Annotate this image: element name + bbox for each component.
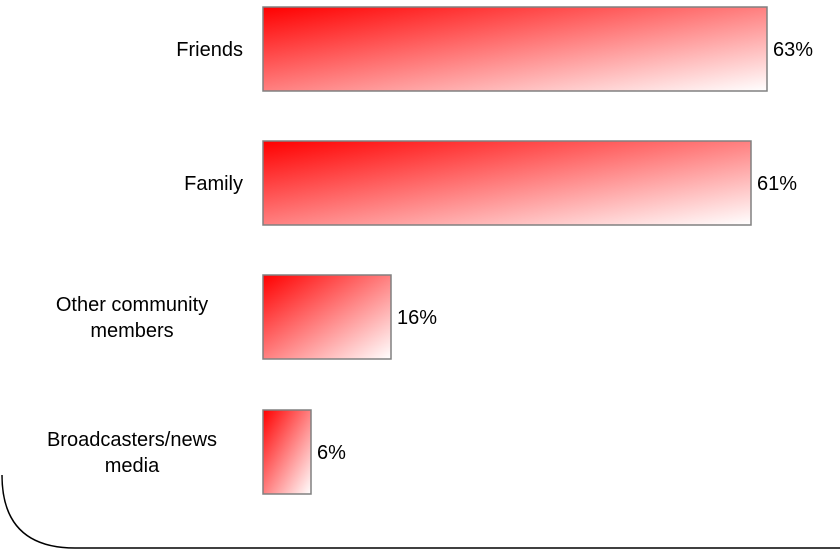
category-label-3: Broadcasters/news media (47, 429, 217, 477)
category-label-line: Other community (56, 294, 208, 316)
category-label-line: members (90, 320, 173, 342)
category-label-line: media (105, 455, 160, 477)
bar-0 (262, 6, 768, 92)
bar-1 (262, 140, 752, 226)
bars-layer: 63% Friends 61% Family 16% Other community mem… (47, 6, 813, 495)
value-label-2: 16% (397, 307, 437, 329)
category-label-line: Broadcasters/news (47, 429, 217, 451)
frame-corner-decoration (1, 474, 840, 549)
category-label-line: Family (184, 173, 243, 195)
value-label-0: 63% (773, 39, 813, 61)
bar-2 (262, 274, 392, 360)
category-label-1: Family (184, 173, 243, 195)
category-label-2: Other community members (56, 294, 208, 342)
bar-3 (262, 409, 312, 495)
category-label-0: Friends (176, 39, 243, 61)
value-label-1: 61% (757, 173, 797, 195)
value-label-3: 6% (317, 442, 346, 464)
category-label-line: Friends (176, 39, 243, 61)
